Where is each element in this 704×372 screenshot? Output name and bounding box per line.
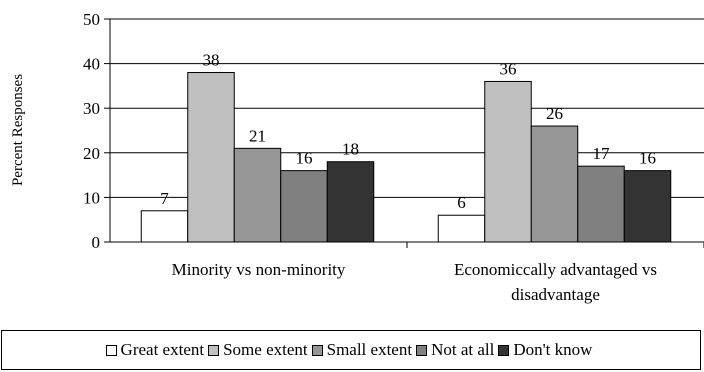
data-label: 16 (296, 149, 313, 168)
legend-label: Don't know (513, 340, 593, 359)
legend-swatch (311, 344, 323, 356)
y-tick-label: 50 (83, 10, 100, 29)
data-label: 18 (342, 140, 359, 159)
bar (577, 165, 625, 243)
bar (484, 80, 532, 243)
legend-label: Not at all (431, 340, 495, 359)
legend-item: Not at all (416, 340, 494, 360)
data-label: 36 (500, 59, 517, 78)
bar (187, 72, 235, 243)
legend-label: Great extent (120, 340, 205, 359)
legend-swatch (498, 344, 510, 356)
data-label: 6 (457, 193, 466, 212)
legend-item: Small extent (311, 340, 413, 360)
bar (280, 170, 328, 243)
legend-item: Some extent (208, 340, 308, 360)
x-category-label: Economiccally advantaged vs (454, 260, 657, 279)
y-tick-label: 10 (83, 188, 100, 207)
legend: Great extent Some extent Small extent Not a… (1, 330, 701, 370)
y-axis-ticks: 0 10 20 30 40 50 (83, 10, 110, 252)
legend-label: Some extent (223, 340, 308, 359)
bar (140, 210, 189, 243)
y-axis-label: Percent Responses (10, 74, 26, 186)
legend-item: Great extent (105, 340, 205, 360)
x-category-label: Minority vs non-minority (172, 260, 346, 279)
y-tick-label: 40 (83, 55, 100, 74)
data-label: 26 (546, 104, 563, 123)
data-label: 7 (160, 189, 169, 208)
y-tick-label: 30 (83, 99, 100, 118)
bars: 7 38 21 16 18 6 36 26 17 16 (140, 51, 672, 243)
bar-chart: Percent Responses 0 10 20 30 40 50 7 38 21 16 18 6… (10, 10, 704, 304)
y-tick-label: 0 (92, 233, 101, 252)
y-tick-label: 20 (83, 144, 100, 163)
bar (233, 147, 282, 243)
legend-swatch (208, 344, 220, 356)
bar (437, 214, 486, 243)
x-axis-categories: Minority vs non-minority Economiccally ad… (172, 260, 657, 304)
legend-item: Don't know (498, 340, 592, 360)
bar (623, 170, 672, 243)
data-label: 21 (249, 126, 266, 145)
data-label: 17 (593, 144, 611, 163)
bar (326, 161, 375, 243)
bar (530, 125, 579, 243)
legend-label: Small extent (326, 340, 413, 359)
legend-swatch (105, 344, 117, 356)
x-category-label: disadvantage (511, 285, 600, 304)
data-label: 16 (639, 149, 656, 168)
data-label: 38 (203, 51, 220, 70)
legend-swatch (416, 344, 428, 356)
